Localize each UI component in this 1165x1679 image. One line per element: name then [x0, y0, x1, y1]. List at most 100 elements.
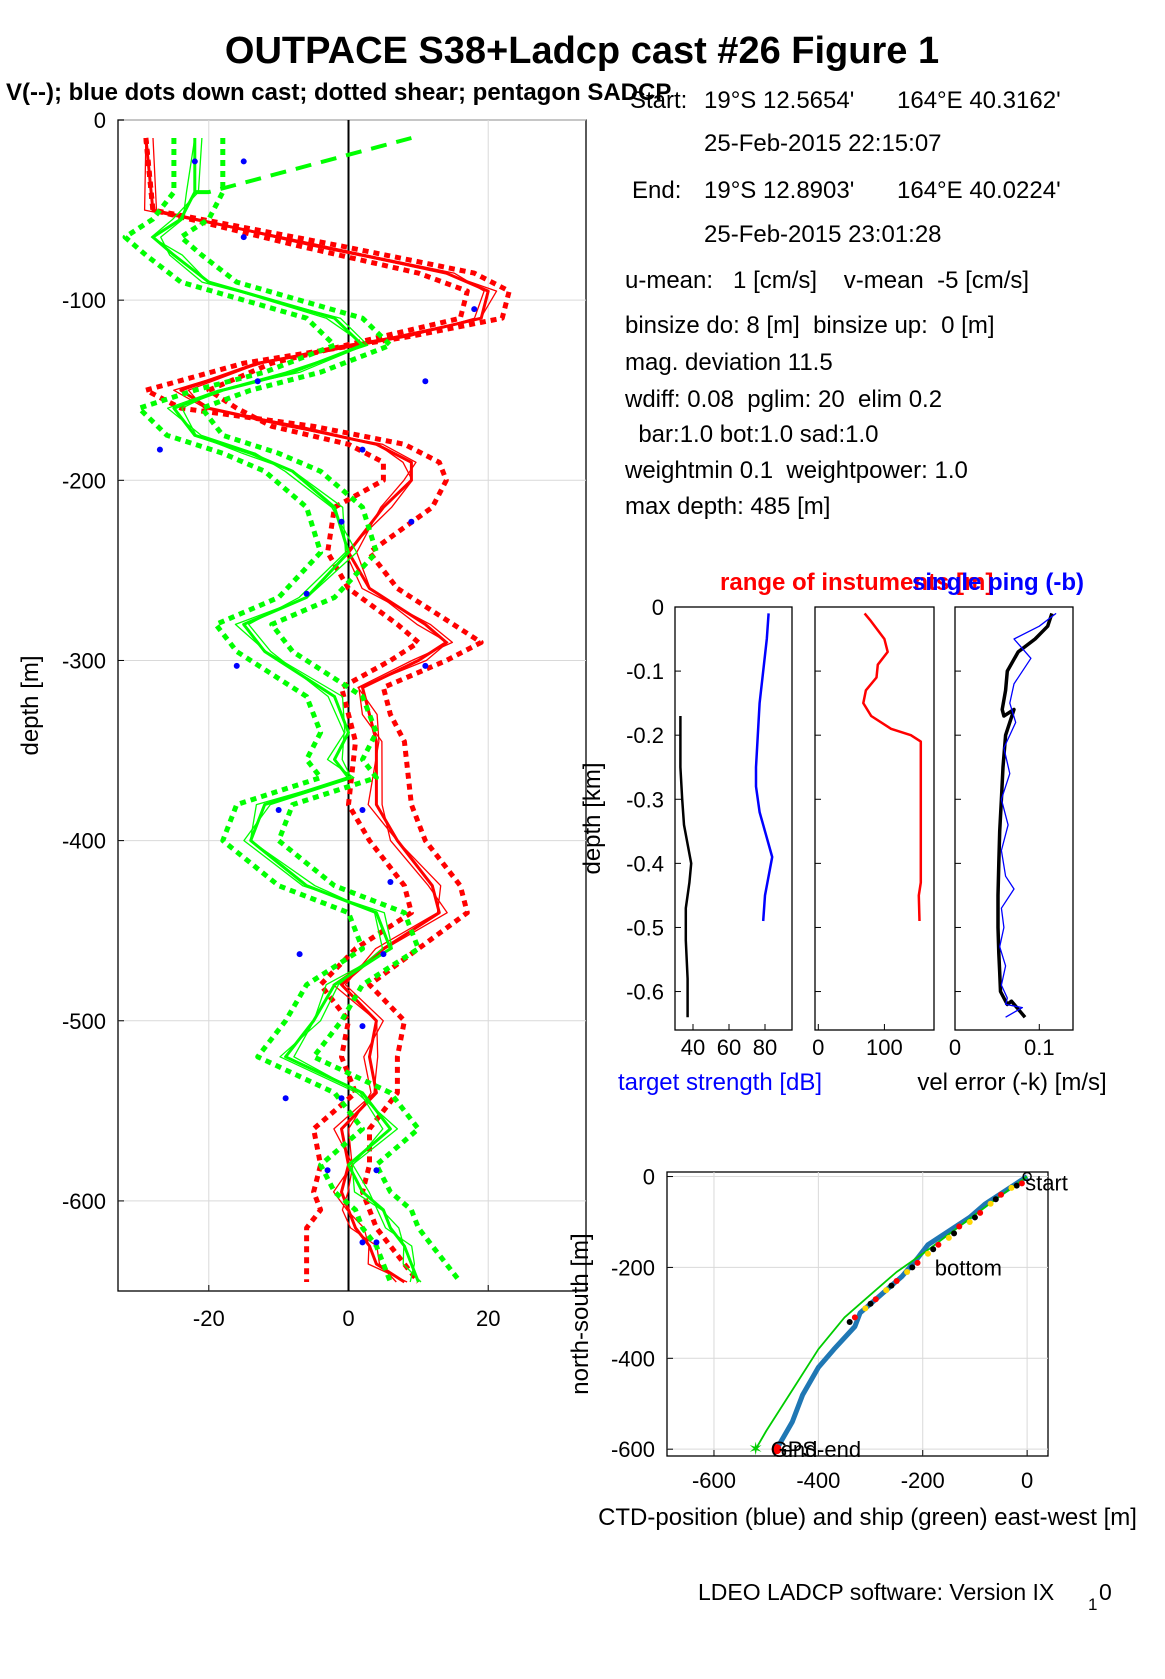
down-cast-dot: [191, 158, 198, 165]
profile-line: [754, 613, 774, 922]
down-cast-dot: [373, 1239, 380, 1246]
end-label: end: [781, 1437, 818, 1462]
y-tick-label: -0.2: [626, 723, 664, 748]
gps-end-label: GPS-end: [771, 1437, 862, 1462]
info-maxdepth: max depth: 485 [m]: [625, 493, 830, 520]
y-tick-label: -300: [62, 648, 106, 673]
y-tick-label: -200: [611, 1255, 655, 1280]
x-tick-label: 100: [866, 1035, 903, 1060]
yellow-position-dot: [904, 1268, 911, 1275]
black-position-dot: [888, 1282, 895, 1289]
vel-error-xlabel: vel error (-k) [m/s]: [917, 1069, 1106, 1096]
info-end-lat: 19°S 12.8903': [704, 177, 854, 204]
red-position-dot: [851, 1314, 858, 1321]
plot-content: [862, 612, 923, 922]
x-tick-label: -600: [692, 1468, 736, 1493]
footer-text: LDEO LADCP software: Version IX: [698, 1579, 1054, 1605]
axes-frame: [954, 606, 1074, 1031]
yellow-position-dot: [924, 1250, 931, 1257]
black-position-dot: [971, 1214, 978, 1221]
red-position-dot: [977, 1209, 984, 1216]
footer-subscript: 1: [1088, 1595, 1097, 1614]
plot-content: [679, 613, 774, 1018]
y-tick-label: -600: [611, 1437, 655, 1462]
x-axis-label: CTD-position (blue) and ship (green) eas…: [598, 1504, 1137, 1531]
yellow-position-dot: [987, 1200, 994, 1207]
x-tick-label: 0: [812, 1035, 824, 1060]
down-cast-dot: [156, 446, 163, 453]
position-panel: -600 -400 -200 0 0 -200 -400 -600 north-south [m…: [567, 1165, 1137, 1531]
footer-tail: 0: [1099, 1579, 1112, 1605]
down-cast-dot: [275, 806, 282, 813]
target-strength-panel: 40 60 80 0 -0.1 -0.2 -0.3 -0.4 -0.5 -0.6 depth [km…: [579, 595, 793, 1060]
info-magdev: mag. deviation 11.5: [625, 349, 833, 376]
y-tick-label: -400: [611, 1346, 655, 1371]
x-tick-label: 20: [476, 1306, 500, 1331]
v-series-thin: [160, 137, 422, 1283]
down-cast-dot: [296, 951, 303, 958]
v-series-thin: [150, 137, 416, 1283]
down-cast-dot: [359, 446, 366, 453]
down-cast-dot: [359, 1023, 366, 1030]
instrument-range-panel: 0 100: [812, 606, 935, 1060]
info-mean: u-mean: 1 [cm/s] v-mean -5 [cm/s]: [625, 267, 1029, 294]
plot-content: [122, 120, 512, 1291]
x-tick-label: -400: [796, 1468, 840, 1493]
down-cast-dot: [359, 806, 366, 813]
y-tick-label: -500: [62, 1009, 106, 1034]
yellow-position-dot: [883, 1287, 890, 1294]
u-series-dotted: [143, 137, 470, 1282]
x-tick-label: 80: [753, 1035, 777, 1060]
y-axis-label: depth [km]: [579, 762, 606, 874]
x-tick-label: 0: [949, 1035, 961, 1060]
yellow-position-dot: [1008, 1184, 1015, 1191]
profile-line: [679, 716, 693, 1018]
v-series-dashed: [194, 136, 412, 195]
info-weight: weightmin 0.1 weightpower: 1.0: [624, 457, 968, 484]
black-position-dot: [1013, 1182, 1020, 1189]
bottom-label: bottom: [935, 1255, 1002, 1280]
red-position-dot: [998, 1191, 1005, 1198]
info-start-lon: 164°E 40.3162': [897, 87, 1061, 114]
y-tick-label: 0: [94, 108, 106, 133]
y-tick-label: -0.6: [626, 980, 664, 1005]
info-wdiff: wdiff: 0.08 pglim: 20 elim 0.2: [624, 386, 942, 413]
down-cast-dot: [324, 1167, 331, 1174]
info-binsize: binsize do: 8 [m] binsize up: 0 [m]: [625, 312, 995, 339]
down-cast-dot: [303, 590, 310, 597]
x-tick-label: 0: [342, 1306, 354, 1331]
down-cast-dot: [422, 378, 429, 385]
info-end-lon: 164°E 40.0224': [897, 177, 1061, 204]
y-tick-label: -100: [62, 288, 106, 313]
black-position-dot: [930, 1246, 937, 1253]
down-cast-dot: [380, 951, 387, 958]
x-tick-label: 0: [1021, 1468, 1033, 1493]
black-position-dot: [867, 1300, 874, 1307]
single-ping-panel: 0 0.1: [949, 606, 1074, 1060]
black-position-dot: [951, 1230, 958, 1237]
y-tick-label: -0.3: [626, 787, 664, 812]
black-position-dot: [909, 1264, 916, 1271]
red-position-dot: [872, 1296, 879, 1303]
profile-line: [999, 612, 1057, 1018]
figure-title: OUTPACE S38+Ladcp cast #26 Figure 1: [225, 30, 939, 72]
red-position-dot: [1018, 1180, 1025, 1187]
down-cast-dot: [240, 158, 247, 165]
y-tick-label: 0: [643, 1165, 655, 1190]
ship-track: [754, 1175, 1028, 1450]
y-axis-label: depth [m]: [17, 655, 44, 755]
info-end-label: End:: [632, 177, 681, 204]
info-start-label: Start:: [630, 87, 687, 114]
y-axis-label: north-south [m]: [567, 1233, 594, 1394]
x-tick-label: -200: [901, 1468, 945, 1493]
down-cast-dot: [422, 662, 429, 669]
axes-frame: [814, 606, 935, 1031]
yellow-position-dot: [862, 1305, 869, 1312]
down-cast-dot: [359, 1239, 366, 1246]
y-tick-label: -600: [62, 1189, 106, 1214]
info-bar: bar:1.0 bot:1.0 sad:1.0: [625, 421, 879, 448]
yellow-position-dot: [945, 1234, 952, 1241]
y-tick-label: -0.5: [626, 915, 664, 940]
gps-end-marker: ✶: [748, 1439, 763, 1459]
